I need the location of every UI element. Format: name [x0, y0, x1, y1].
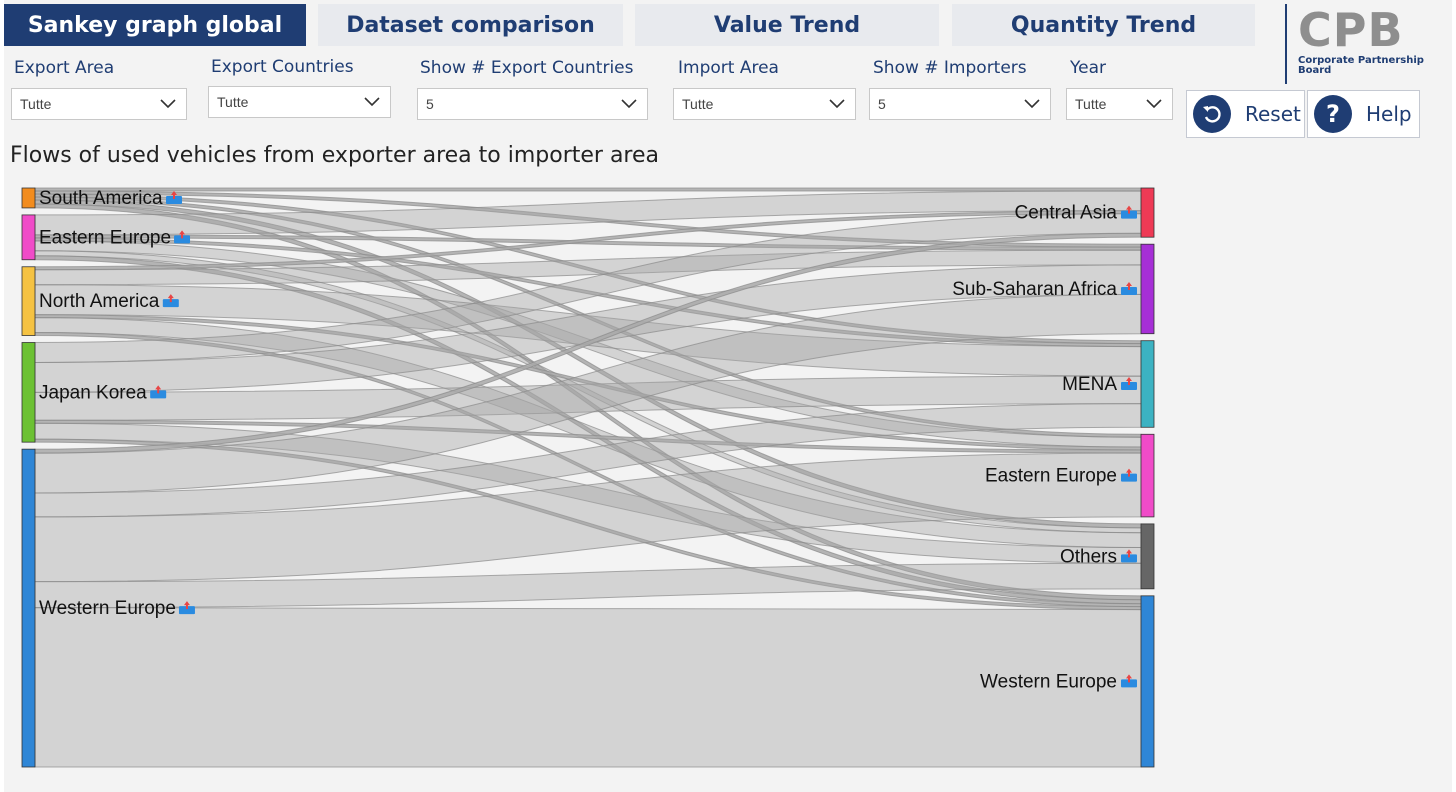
help-button[interactable]: ? Help — [1307, 90, 1420, 138]
chevron-down-icon — [621, 99, 637, 109]
sankey-label-source-eastern-europe: Eastern Europe — [39, 227, 171, 248]
sankey-label-target-central-asia: Central Asia — [1015, 203, 1118, 224]
drill-through-icon[interactable] — [1121, 376, 1137, 390]
import-area-value: Tutte — [682, 96, 714, 112]
export-area-value: Tutte — [20, 96, 52, 112]
import-area-label: Import Area — [678, 58, 779, 78]
year-value: Tutte — [1075, 96, 1107, 112]
chevron-down-icon — [1146, 99, 1162, 109]
logo-line-2: Board — [1298, 65, 1332, 76]
sankey-link-south-america-to-central-asia[interactable] — [34, 187, 1142, 192]
sankey-label-source-western-europe: Western Europe — [39, 598, 176, 619]
chart-title: Flows of used vehicles from exporter are… — [10, 143, 660, 168]
year-select[interactable]: Tutte — [1066, 88, 1173, 120]
export-countries-label: Export Countries — [211, 57, 354, 77]
logo-mark: CPB — [1298, 3, 1404, 57]
drill-through-icon[interactable] — [162, 294, 179, 308]
sankey-label-source-north-america: North America — [39, 291, 160, 312]
chevron-down-icon — [364, 97, 380, 107]
chevron-down-icon — [829, 99, 845, 109]
sankey-node-target-mena[interactable] — [1140, 340, 1155, 428]
drill-through-icon[interactable] — [1121, 205, 1137, 219]
sankey-node-source-eastern-europe[interactable] — [21, 214, 36, 261]
cpb-logo: CPB Corporate Partnership Board — [1298, 4, 1448, 88]
chevron-down-icon — [1024, 99, 1040, 109]
drill-through-icon[interactable] — [1121, 549, 1137, 563]
drill-through-icon[interactable] — [178, 601, 195, 615]
tab-sankey-graph-global[interactable]: Sankey graph global — [4, 4, 306, 46]
drill-through-icon[interactable] — [1121, 281, 1137, 295]
help-icon: ? — [1314, 95, 1352, 133]
logo-line-1: Corporate Partnership — [1298, 55, 1424, 66]
sankey-label-target-eastern-europe: Eastern Europe — [985, 466, 1117, 487]
show-export-countries-select[interactable]: 5 — [417, 88, 648, 120]
drill-through-icon[interactable] — [1121, 674, 1137, 688]
sankey-label-source-japan-korea: Japan Korea — [39, 382, 147, 403]
drill-through-icon[interactable] — [165, 190, 182, 204]
reset-button[interactable]: Reset — [1186, 90, 1305, 138]
export-area-label: Export Area — [14, 58, 115, 78]
show-importers-select[interactable]: 5 — [869, 88, 1051, 120]
export-countries-value: Tutte — [217, 94, 249, 110]
sankey-node-target-sub-saharan-africa[interactable] — [1140, 243, 1155, 335]
show-export-countries-value: 5 — [426, 96, 434, 112]
drill-through-icon[interactable] — [1121, 468, 1137, 482]
show-importers-label: Show # Importers — [873, 58, 1027, 78]
export-countries-select[interactable]: Tutte — [208, 86, 391, 118]
year-label: Year — [1070, 58, 1106, 78]
import-area-select[interactable]: Tutte — [673, 88, 856, 120]
drill-through-icon[interactable] — [150, 385, 167, 399]
sankey-label-target-mena: MENA — [1062, 374, 1117, 395]
reset-label: Reset — [1245, 102, 1301, 126]
sankey-node-target-others[interactable] — [1140, 523, 1155, 590]
drill-through-icon[interactable] — [174, 230, 191, 244]
show-export-countries-label: Show # Export Countries — [420, 58, 634, 78]
sankey-node-target-western-europe[interactable] — [1140, 595, 1155, 768]
sankey-node-target-eastern-europe[interactable] — [1140, 433, 1155, 518]
reset-icon — [1193, 95, 1231, 133]
sankey-node-source-south-america[interactable] — [21, 187, 36, 209]
export-area-select[interactable]: Tutte — [11, 88, 187, 120]
sankey-link-western-europe-to-western-europe[interactable] — [34, 607, 1142, 768]
sankey-label-source-south-america: South America — [39, 188, 163, 209]
help-label: Help — [1366, 102, 1412, 126]
chevron-down-icon — [160, 99, 176, 109]
tab-quantity-trend[interactable]: Quantity Trend — [952, 4, 1255, 46]
show-importers-value: 5 — [878, 96, 886, 112]
sankey-label-target-sub-saharan-africa: Sub-Saharan Africa — [952, 279, 1117, 300]
sankey-node-target-central-asia[interactable] — [1140, 187, 1155, 238]
logo-divider — [1285, 4, 1287, 84]
sankey-label-target-others: Others — [1060, 546, 1117, 567]
sankey-node-source-japan-korea[interactable] — [21, 342, 36, 443]
sankey-label-target-western-europe: Western Europe — [980, 671, 1117, 692]
sankey-node-source-western-europe[interactable] — [21, 448, 36, 768]
tab-value-trend[interactable]: Value Trend — [635, 4, 939, 46]
tab-dataset-comparison[interactable]: Dataset comparison — [318, 4, 623, 46]
sankey-node-source-north-america[interactable] — [21, 266, 36, 336]
